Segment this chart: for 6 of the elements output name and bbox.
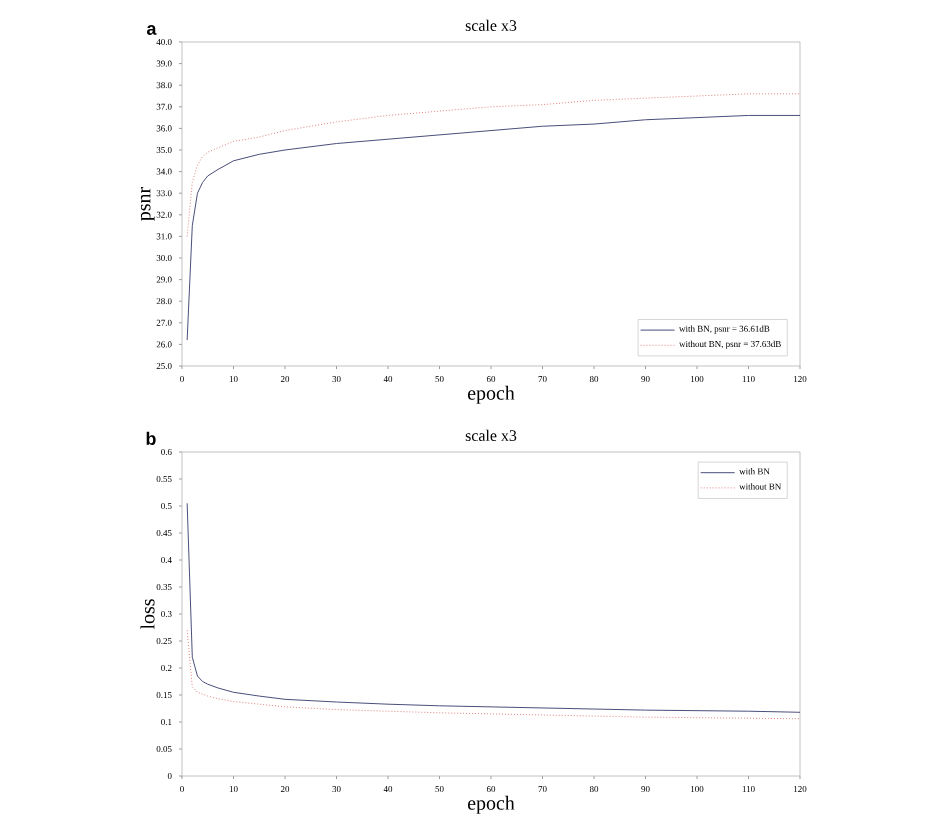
text: a	[146, 25, 157, 35]
text: b	[146, 431, 156, 445]
x-axis-title: epoch	[468, 795, 515, 814]
y-axis-title: loss	[140, 599, 155, 630]
x-axis-title: epoch	[468, 385, 515, 404]
y-axis-title: psnr	[140, 187, 155, 221]
